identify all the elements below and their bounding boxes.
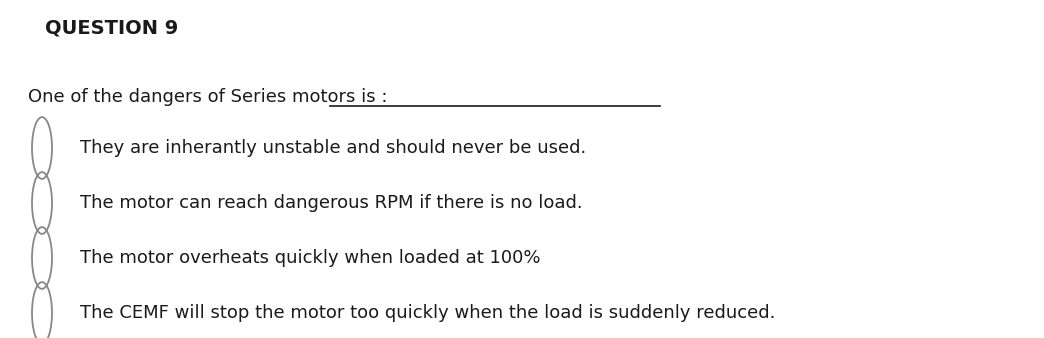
Text: The motor can reach dangerous RPM if there is no load.: The motor can reach dangerous RPM if the…	[80, 194, 583, 212]
Text: The motor overheats quickly when loaded at 100%: The motor overheats quickly when loaded …	[80, 249, 541, 267]
Text: One of the dangers of Series motors is :: One of the dangers of Series motors is :	[28, 88, 399, 106]
Text: The CEMF will stop the motor too quickly when the load is suddenly reduced.: The CEMF will stop the motor too quickly…	[80, 304, 776, 322]
Text: QUESTION 9: QUESTION 9	[45, 18, 179, 37]
Text: They are inherantly unstable and should never be used.: They are inherantly unstable and should …	[80, 139, 587, 157]
